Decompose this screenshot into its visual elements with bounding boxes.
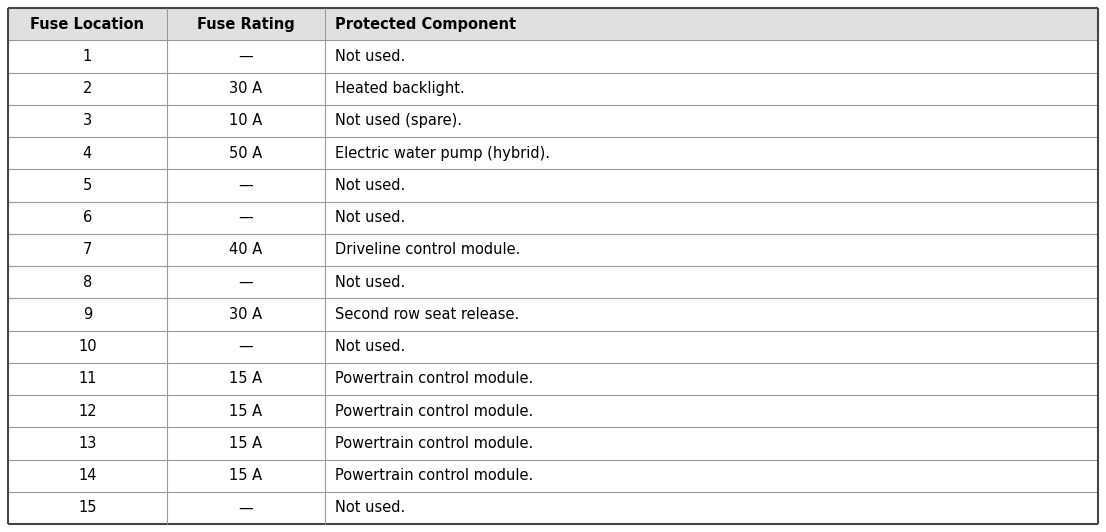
Bar: [167, 8, 325, 40]
Text: 30 A: 30 A: [229, 81, 262, 96]
Text: Not used.: Not used.: [335, 275, 405, 289]
Bar: [325, 427, 1098, 460]
Text: 1: 1: [83, 49, 92, 64]
Text: 15: 15: [79, 501, 96, 516]
Bar: [325, 298, 1098, 330]
Bar: [325, 363, 1098, 395]
Bar: [325, 105, 1098, 137]
Text: 7: 7: [83, 243, 92, 257]
Text: 11: 11: [79, 371, 96, 386]
Bar: [325, 395, 1098, 427]
Text: 10: 10: [77, 339, 96, 354]
Bar: [167, 105, 325, 137]
Text: 5: 5: [83, 178, 92, 193]
Text: Not used.: Not used.: [335, 210, 405, 225]
Text: Not used.: Not used.: [335, 501, 405, 516]
Bar: [325, 169, 1098, 202]
Bar: [325, 330, 1098, 363]
Text: Not used.: Not used.: [335, 339, 405, 354]
Bar: [167, 137, 325, 169]
Bar: [8, 8, 167, 40]
Text: 8: 8: [83, 275, 92, 289]
Text: 13: 13: [79, 436, 96, 451]
Text: —: —: [239, 178, 253, 193]
Text: Fuse Rating: Fuse Rating: [197, 16, 294, 31]
Bar: [8, 492, 167, 524]
Text: Not used.: Not used.: [335, 178, 405, 193]
Text: 12: 12: [77, 404, 96, 419]
Bar: [8, 137, 167, 169]
Text: 3: 3: [83, 113, 92, 128]
Text: —: —: [239, 501, 253, 516]
Text: Protected Component: Protected Component: [335, 16, 517, 31]
Text: 15 A: 15 A: [229, 404, 262, 419]
Bar: [167, 169, 325, 202]
Bar: [167, 266, 325, 298]
Bar: [325, 8, 1098, 40]
Text: Not used.: Not used.: [335, 49, 405, 64]
Text: 2: 2: [83, 81, 92, 96]
Text: Second row seat release.: Second row seat release.: [335, 307, 520, 322]
Bar: [8, 234, 167, 266]
Text: 15 A: 15 A: [229, 468, 262, 483]
Bar: [8, 40, 167, 72]
Bar: [8, 266, 167, 298]
Bar: [8, 72, 167, 105]
Text: 6: 6: [83, 210, 92, 225]
Bar: [167, 427, 325, 460]
Bar: [325, 202, 1098, 234]
Bar: [167, 363, 325, 395]
Text: 50 A: 50 A: [229, 146, 262, 161]
Bar: [167, 202, 325, 234]
Text: Driveline control module.: Driveline control module.: [335, 243, 521, 257]
Bar: [8, 395, 167, 427]
Bar: [167, 40, 325, 72]
Bar: [167, 298, 325, 330]
Bar: [325, 72, 1098, 105]
Text: 14: 14: [79, 468, 96, 483]
Bar: [8, 298, 167, 330]
Bar: [8, 105, 167, 137]
Text: 10 A: 10 A: [229, 113, 262, 128]
Bar: [167, 395, 325, 427]
Bar: [167, 330, 325, 363]
Bar: [325, 40, 1098, 72]
Text: —: —: [239, 49, 253, 64]
Bar: [8, 169, 167, 202]
Bar: [325, 266, 1098, 298]
Text: Powertrain control module.: Powertrain control module.: [335, 404, 533, 419]
Bar: [167, 460, 325, 492]
Text: Electric water pump (hybrid).: Electric water pump (hybrid).: [335, 146, 550, 161]
Bar: [167, 234, 325, 266]
Text: 9: 9: [83, 307, 92, 322]
Bar: [8, 427, 167, 460]
Text: 15 A: 15 A: [229, 371, 262, 386]
Text: Not used (spare).: Not used (spare).: [335, 113, 462, 128]
Bar: [325, 234, 1098, 266]
Text: 30 A: 30 A: [229, 307, 262, 322]
Text: —: —: [239, 275, 253, 289]
Text: Powertrain control module.: Powertrain control module.: [335, 468, 533, 483]
Text: —: —: [239, 339, 253, 354]
Bar: [325, 460, 1098, 492]
Bar: [167, 492, 325, 524]
Text: Powertrain control module.: Powertrain control module.: [335, 436, 533, 451]
Text: Powertrain control module.: Powertrain control module.: [335, 371, 533, 386]
Bar: [8, 202, 167, 234]
Text: Fuse Location: Fuse Location: [30, 16, 144, 31]
Text: 40 A: 40 A: [229, 243, 262, 257]
Bar: [167, 72, 325, 105]
Bar: [8, 460, 167, 492]
Bar: [8, 330, 167, 363]
Text: Heated backlight.: Heated backlight.: [335, 81, 465, 96]
Bar: [325, 137, 1098, 169]
Text: —: —: [239, 210, 253, 225]
Text: 15 A: 15 A: [229, 436, 262, 451]
Bar: [325, 492, 1098, 524]
Bar: [8, 363, 167, 395]
Text: 4: 4: [83, 146, 92, 161]
